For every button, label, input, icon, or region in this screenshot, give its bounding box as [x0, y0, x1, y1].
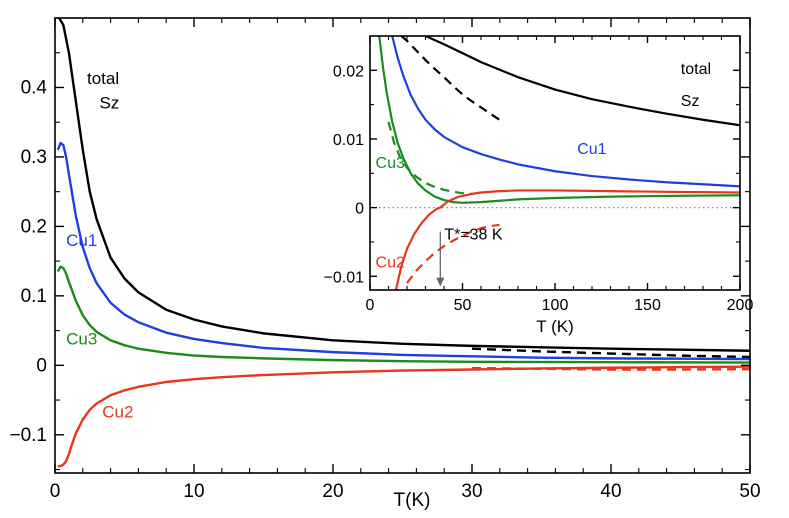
main-label-total: total: [87, 69, 119, 88]
main-series-total-sz-dashed: [471, 347, 750, 359]
main-x-tick-label: 50: [739, 481, 760, 502]
main-series-cu3: [56, 265, 750, 364]
inset-label-cu1: Cu1: [577, 141, 606, 158]
inset-series-cu2: [394, 189, 740, 290]
main-y-tick-label: 0.2: [21, 216, 47, 237]
inset-series-cu3: [378, 36, 740, 204]
main-y-tick-label: 0.4: [21, 77, 48, 98]
inset-series-cu1: [391, 36, 740, 188]
main-x-tick-label: 10: [183, 481, 204, 502]
main-series-cu2-dashed: [471, 366, 750, 371]
main-label-cu3: Cu3: [66, 329, 97, 348]
inset-series-group: [378, 36, 740, 290]
main-series-total-sz: [58, 18, 750, 352]
main-label-cu1: Cu1: [66, 231, 97, 250]
main-x-tick-label: 30: [461, 481, 482, 502]
main-series-group: [56, 18, 750, 468]
main-x-tick-label: 20: [322, 481, 343, 502]
inset-x-tick-label: 200: [727, 297, 754, 314]
main-x-tick-label: 0: [50, 481, 61, 502]
inset-x-tick-label: 50: [454, 297, 472, 314]
inset-x-axis-title: T (K): [536, 317, 573, 336]
main-label-sz: Sz: [99, 93, 119, 112]
main-x-tick-label: 40: [600, 481, 621, 502]
inset-series-total-sz: [425, 36, 740, 127]
inset-y-tick-label: 0: [355, 201, 364, 218]
inset-t-star-label: T*=38 K: [444, 227, 503, 244]
main-label-cu2: Cu2: [102, 402, 133, 421]
inset-y-tick-label: −0.01: [324, 269, 365, 286]
inset-label-cu2: Cu2: [376, 254, 405, 271]
inset-series-cu2-dashed: [406, 223, 500, 284]
main-series-cu2: [57, 365, 750, 468]
inset-plot-background: [370, 36, 740, 290]
inset-label-total: total: [681, 61, 711, 78]
inset-x-tick-label: 0: [366, 297, 375, 314]
inset-y-tick-label: 0.01: [333, 132, 364, 149]
inset-series-cu3-dashed: [387, 121, 472, 195]
inset-x-tick-label: 100: [542, 297, 569, 314]
inset-label-sz: Sz: [681, 93, 700, 110]
main-series-cu1: [56, 141, 750, 361]
main-y-tick-label: 0.1: [21, 286, 47, 307]
main-y-tick-label: 0: [36, 355, 47, 376]
main-x-axis-title: T(K): [394, 490, 431, 511]
inset-t-star-arrow-head: [436, 277, 445, 287]
inset-y-tick-label: 0.02: [333, 63, 364, 80]
inset-x-tick-label: 150: [634, 297, 661, 314]
inset-series-total-sz-dashed: [400, 36, 501, 121]
inset-label-cu3: Cu3: [376, 155, 405, 172]
main-frame: [54, 17, 751, 474]
main-y-tick-label: 0.3: [21, 147, 47, 168]
main-y-tick-label: −0.1: [9, 425, 47, 446]
